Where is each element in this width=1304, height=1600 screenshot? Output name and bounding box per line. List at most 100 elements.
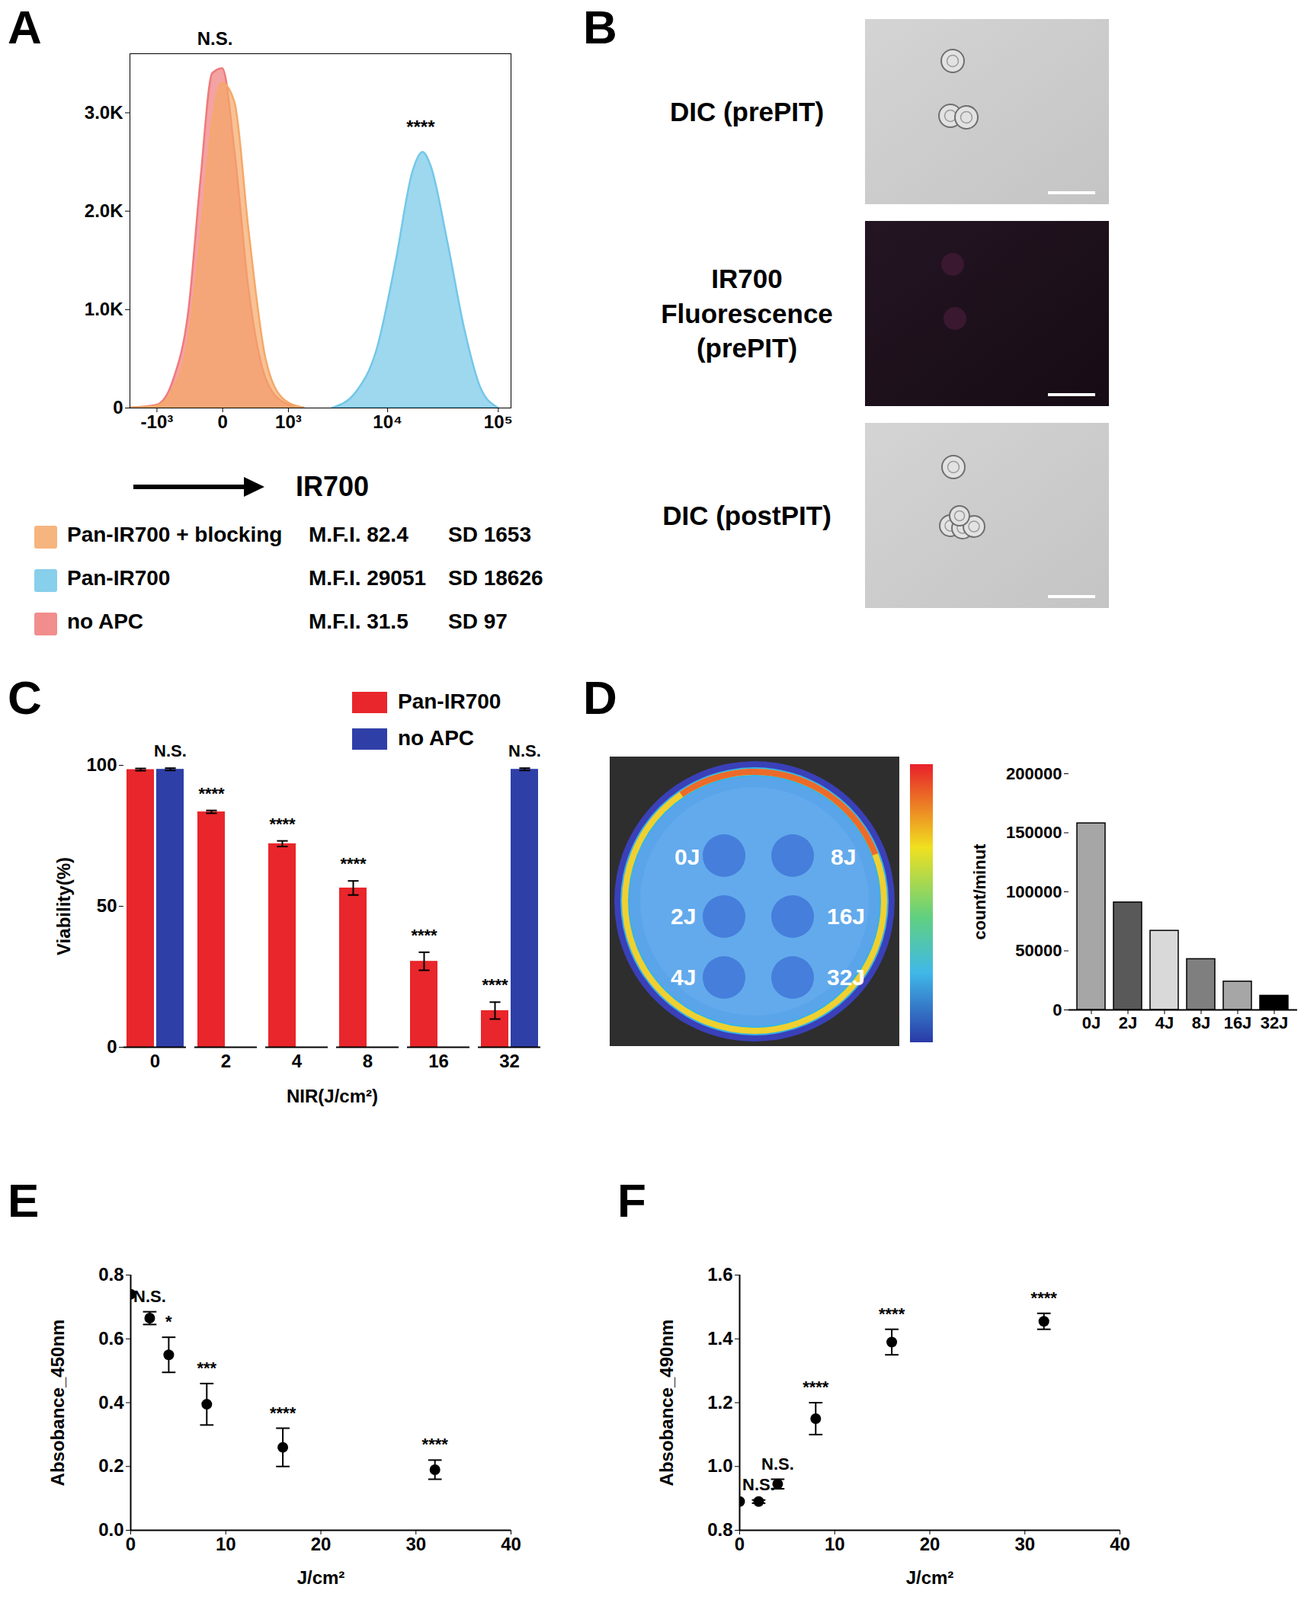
svg-text:Absobance_450nm: Absobance_450nm bbox=[47, 1320, 68, 1487]
svg-text:****: **** bbox=[198, 784, 225, 804]
svg-text:1.6: 1.6 bbox=[707, 1264, 733, 1285]
svg-text:16: 16 bbox=[428, 1050, 449, 1072]
svg-text:N.S.: N.S. bbox=[761, 1454, 795, 1474]
svg-text:4: 4 bbox=[291, 1050, 303, 1072]
svg-text:0.0: 0.0 bbox=[98, 1519, 124, 1541]
svg-text:4J: 4J bbox=[1155, 1013, 1174, 1033]
html-text:M.F.I. 31.5: M.F.I. 31.5 bbox=[308, 609, 409, 634]
svg-text:NIR(J/cm²): NIR(J/cm²) bbox=[286, 1086, 379, 1107]
svg-text:0: 0 bbox=[125, 1534, 136, 1555]
html-text:Pan-IR700: Pan-IR700 bbox=[67, 566, 171, 590]
svg-text:****: **** bbox=[410, 925, 438, 946]
svg-text:0J: 0J bbox=[674, 844, 700, 870]
svg-text:N.S.: N.S. bbox=[508, 741, 542, 761]
svg-text:50: 50 bbox=[96, 895, 118, 917]
html-text:A: A bbox=[7, 0, 42, 54]
svg-text:****: **** bbox=[269, 1403, 297, 1423]
svg-text:***: *** bbox=[196, 1358, 217, 1378]
svg-text:*: * bbox=[165, 1312, 173, 1332]
svg-text:****: **** bbox=[269, 814, 296, 834]
svg-text:0.8: 0.8 bbox=[707, 1519, 733, 1541]
svg-text:count/minut: count/minut bbox=[970, 843, 990, 941]
svg-text:32J: 32J bbox=[826, 964, 866, 991]
svg-text:****: **** bbox=[1031, 1288, 1058, 1308]
svg-text:****: **** bbox=[406, 116, 436, 138]
svg-text:8J: 8J bbox=[830, 844, 856, 870]
svg-text:20: 20 bbox=[310, 1534, 332, 1555]
svg-text:****: **** bbox=[422, 1435, 449, 1455]
svg-text:0: 0 bbox=[150, 1050, 161, 1072]
svg-text:0.4: 0.4 bbox=[98, 1392, 125, 1413]
svg-text:Viability(%): Viability(%) bbox=[53, 857, 74, 956]
svg-text:16J: 16J bbox=[1223, 1013, 1253, 1033]
html-text:DIC (postPIT): DIC (postPIT) bbox=[662, 500, 832, 531]
svg-text:****: **** bbox=[339, 854, 367, 874]
svg-text:8: 8 bbox=[362, 1050, 373, 1072]
svg-text:2J: 2J bbox=[1118, 1013, 1138, 1033]
svg-text:10³: 10³ bbox=[275, 411, 302, 433]
svg-text:40: 40 bbox=[1109, 1534, 1131, 1555]
svg-text:30: 30 bbox=[405, 1534, 427, 1555]
svg-text:2.0K: 2.0K bbox=[84, 200, 124, 222]
svg-text:3.0K: 3.0K bbox=[84, 102, 124, 123]
html-text:IR700 Fluorescence (prePIT): IR700 Fluorescence (prePIT) bbox=[660, 263, 833, 364]
svg-text:200000: 200000 bbox=[1006, 764, 1062, 784]
svg-text:J/cm²: J/cm² bbox=[906, 1567, 955, 1589]
svg-text:N.S.: N.S. bbox=[742, 1475, 776, 1495]
svg-text:50000: 50000 bbox=[1015, 941, 1062, 961]
svg-text:1.2: 1.2 bbox=[707, 1392, 733, 1413]
svg-text:N.S.: N.S. bbox=[197, 28, 234, 49]
svg-text:2: 2 bbox=[221, 1050, 231, 1072]
svg-text:10: 10 bbox=[824, 1534, 846, 1555]
svg-text:Absobance_490nm: Absobance_490nm bbox=[656, 1320, 677, 1487]
svg-text:8J: 8J bbox=[1191, 1013, 1211, 1033]
svg-text:0: 0 bbox=[1052, 1000, 1062, 1020]
svg-text:0: 0 bbox=[112, 397, 123, 418]
html-text:SD 97: SD 97 bbox=[448, 609, 508, 634]
svg-text:0: 0 bbox=[734, 1534, 745, 1555]
svg-text:150000: 150000 bbox=[1006, 823, 1062, 843]
html-text:B: B bbox=[583, 0, 618, 54]
svg-text:1.0K: 1.0K bbox=[84, 298, 124, 320]
svg-text:20: 20 bbox=[919, 1534, 941, 1555]
svg-text:2J: 2J bbox=[670, 903, 696, 930]
html-text:E: E bbox=[7, 1174, 40, 1228]
svg-text:0.6: 0.6 bbox=[98, 1328, 124, 1349]
html-text:DIC (prePIT): DIC (prePIT) bbox=[669, 96, 824, 127]
html-text:F: F bbox=[617, 1174, 647, 1228]
svg-text:30: 30 bbox=[1014, 1534, 1035, 1555]
svg-text:10⁴: 10⁴ bbox=[372, 411, 403, 433]
html-text:D: D bbox=[583, 671, 618, 725]
html-text:Pan-IR700: Pan-IR700 bbox=[397, 689, 502, 714]
svg-text:100000: 100000 bbox=[1006, 882, 1062, 902]
svg-text:4J: 4J bbox=[670, 964, 696, 991]
svg-text:0: 0 bbox=[217, 411, 228, 433]
svg-text:0.2: 0.2 bbox=[98, 1455, 124, 1477]
html-text:C: C bbox=[7, 671, 42, 725]
svg-text:16J: 16J bbox=[826, 903, 866, 930]
svg-text:0.8: 0.8 bbox=[98, 1264, 124, 1285]
svg-text:0: 0 bbox=[106, 1036, 117, 1058]
svg-text:****: **** bbox=[481, 975, 509, 995]
svg-text:-10³: -10³ bbox=[140, 411, 174, 433]
svg-text:0J: 0J bbox=[1082, 1013, 1101, 1033]
svg-text:10: 10 bbox=[215, 1534, 237, 1555]
svg-text:N.S.: N.S. bbox=[153, 741, 187, 761]
svg-text:32: 32 bbox=[499, 1050, 520, 1072]
html-text:M.F.I. 82.4: M.F.I. 82.4 bbox=[308, 522, 409, 547]
svg-text:****: **** bbox=[878, 1304, 906, 1324]
svg-text:1.0: 1.0 bbox=[707, 1455, 733, 1477]
svg-text:****: **** bbox=[802, 1377, 830, 1397]
html-text:M.F.I. 29051: M.F.I. 29051 bbox=[308, 566, 427, 590]
html-text:Pan-IR700 + blocking: Pan-IR700 + blocking bbox=[67, 522, 283, 547]
svg-text:32J: 32J bbox=[1260, 1013, 1289, 1033]
svg-text:N.S.: N.S. bbox=[133, 1287, 167, 1307]
svg-text:40: 40 bbox=[500, 1534, 522, 1555]
svg-text:1.4: 1.4 bbox=[707, 1328, 734, 1349]
html-text:IR700: IR700 bbox=[295, 470, 369, 503]
html-text:SD 1653: SD 1653 bbox=[448, 522, 532, 547]
html-text:no APC: no APC bbox=[67, 609, 144, 634]
svg-text:J/cm²: J/cm² bbox=[297, 1567, 346, 1589]
svg-text:10⁵: 10⁵ bbox=[483, 411, 513, 433]
svg-text:100: 100 bbox=[86, 754, 117, 776]
